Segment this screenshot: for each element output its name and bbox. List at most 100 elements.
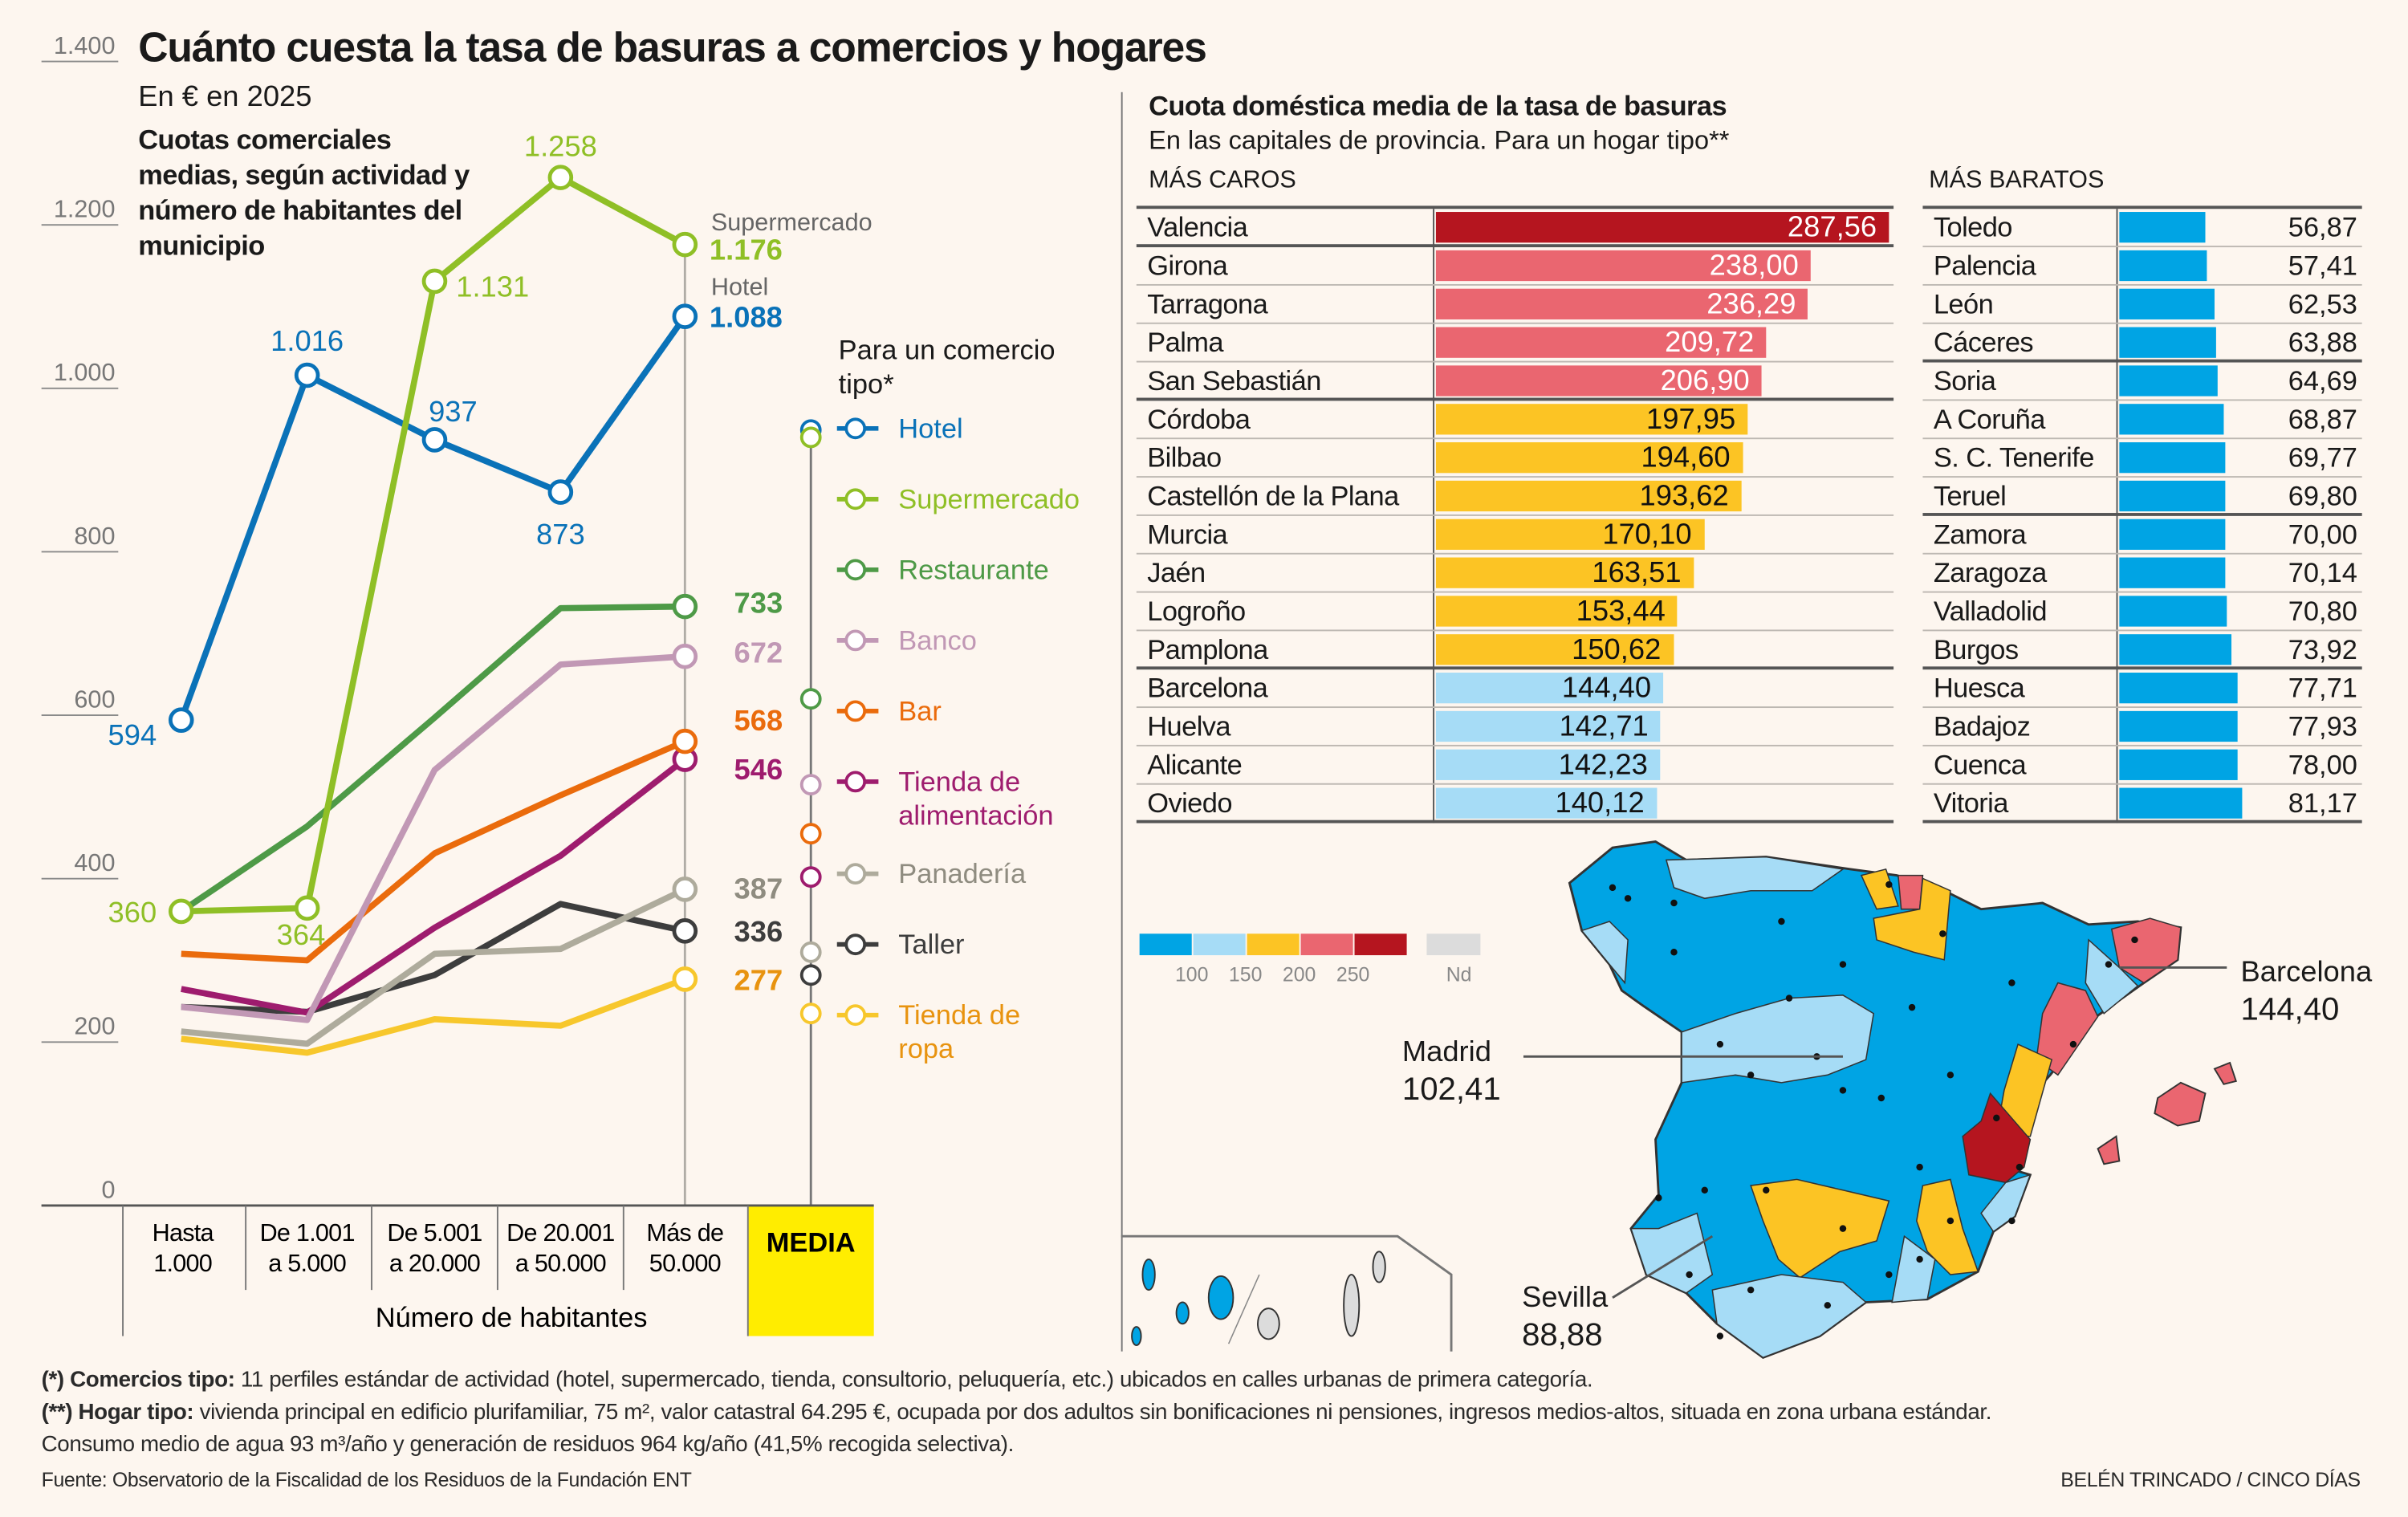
legend-item[interactable]: Panadería (836, 859, 1027, 889)
table-row: Murcia 170,10 (1136, 516, 1894, 555)
value-label: 63,88 (2288, 327, 2357, 358)
map-legend-swatch (1300, 933, 1353, 956)
value-bar (2119, 288, 2215, 319)
capital-dot (1916, 1163, 1923, 1171)
x-tick-label: De 20.001 (506, 1219, 614, 1247)
capital-dot (1946, 1217, 1954, 1225)
capital-dot (1839, 1225, 1847, 1232)
legend-label: Hotel (898, 413, 962, 444)
value-bar (1435, 212, 1889, 243)
capital-dot (1839, 1087, 1847, 1094)
canary-island (1131, 1326, 1142, 1347)
bar-chart-subtitle: En las capitales de provincia. Para un h… (1149, 125, 1730, 156)
province (1873, 877, 1951, 961)
map-legend-label: 250 (1336, 964, 1369, 986)
media-point (799, 866, 822, 889)
province (2085, 938, 2139, 1015)
callout-line-sevilla (1612, 1234, 1714, 1299)
y-tick-label: 1.000 (54, 359, 116, 386)
series-line (181, 886, 686, 1047)
y-tick-label: 1.200 (54, 196, 116, 223)
table-row: Oviedo 140,12 (1136, 785, 1894, 824)
value-label: 62,53 (2288, 288, 2357, 319)
map-legend-label: 200 (1283, 964, 1316, 986)
value-label: 364 (277, 918, 326, 951)
bar-chart-title: Cuota doméstica media de la tasa de basu… (1149, 90, 1727, 122)
legend-item[interactable]: Bar (836, 696, 942, 726)
value-bar (2119, 250, 2207, 282)
x-tick-label: De 1.001 (260, 1219, 355, 1247)
value-label: 360 (108, 896, 157, 929)
capital-dot (1993, 1114, 2000, 1122)
legend-item[interactable]: Supermercado (836, 484, 1080, 514)
value-label: 387 (734, 872, 783, 905)
data-point (421, 268, 448, 295)
x-tick-label: Hasta (153, 1219, 215, 1247)
value-label: 153,44 (1576, 596, 1666, 628)
city-name: Badajoz (1933, 710, 2031, 742)
canary-island (1257, 1308, 1280, 1340)
map-legend-swatch (1247, 933, 1300, 956)
value-bar (2119, 749, 2239, 780)
canary-divider (1227, 1274, 1260, 1344)
legend-item[interactable]: Taller (836, 929, 965, 960)
value-bar (1435, 365, 1763, 397)
value-label: 142,71 (1559, 710, 1649, 744)
capital-dot (1885, 1271, 1893, 1279)
capital-dot (1670, 949, 1678, 956)
data-point (672, 728, 698, 754)
map-legend-swatch (1193, 933, 1246, 956)
value-label: 140,12 (1555, 787, 1645, 820)
table-row: Logroño 153,44 (1136, 593, 1894, 632)
city-name: Valencia (1147, 212, 1248, 243)
legend-label: Supermercado (898, 484, 1080, 514)
callout-city: Madrid (1401, 1036, 1491, 1069)
legend-title: Para un comercio tipo* (838, 335, 1056, 400)
data-point (547, 479, 574, 505)
series-tienda-de-alimentación (181, 746, 822, 1016)
legend-item[interactable]: Banco (836, 625, 977, 656)
value-label: 193,62 (1639, 480, 1729, 514)
end-header-hotel: Hotel (711, 273, 768, 300)
series-line (181, 738, 686, 964)
legend-item[interactable]: Hotel (836, 413, 963, 444)
city-name: Palencia (1933, 250, 2036, 282)
callout-sevilla: Sevilla 88,88 (1522, 1281, 1608, 1355)
city-name: Vitoria (1933, 787, 2009, 819)
value-bar (1435, 749, 1661, 780)
footnote-2-text: vivienda principal en edificio plurifami… (193, 1400, 1992, 1425)
table-row: A Coruña 68,87 (1922, 401, 2362, 440)
table-row: Bilbao 194,60 (1136, 439, 1894, 478)
data-point (672, 231, 698, 258)
footnote-2-label: (**) Hogar tipo: (41, 1400, 194, 1425)
legend-item[interactable]: Restaurante (836, 555, 1049, 585)
value-label: 1.258 (524, 129, 597, 162)
cheap-heading: MÁS BARATOS (1929, 167, 2105, 194)
x-tick-label: a 5.000 (268, 1250, 346, 1277)
value-bar (2119, 673, 2238, 704)
capital-dot (1747, 1072, 1755, 1079)
capital-dot (1877, 1094, 1885, 1102)
capital-dot (1763, 1186, 1770, 1194)
legend-label: Taller (898, 929, 964, 960)
province (1860, 868, 1899, 910)
province (1665, 856, 1845, 900)
data-point (672, 918, 698, 944)
capital-dot (2008, 979, 2015, 986)
city-name: Tarragona (1147, 288, 1268, 319)
value-label: 594 (108, 718, 157, 751)
city-name: Soria (1933, 365, 1996, 397)
series-line (181, 653, 685, 1023)
capital-dot (1747, 1286, 1755, 1294)
callout-value: 102,41 (1401, 1072, 1501, 1108)
province (1711, 1274, 1867, 1359)
city-name: Palma (1147, 327, 1224, 358)
y-tick-label: 800 (74, 523, 115, 550)
value-label: 277 (734, 963, 783, 996)
value-label: 568 (734, 704, 783, 737)
table-row: S. C. Tenerife 69,77 (1922, 439, 2362, 478)
